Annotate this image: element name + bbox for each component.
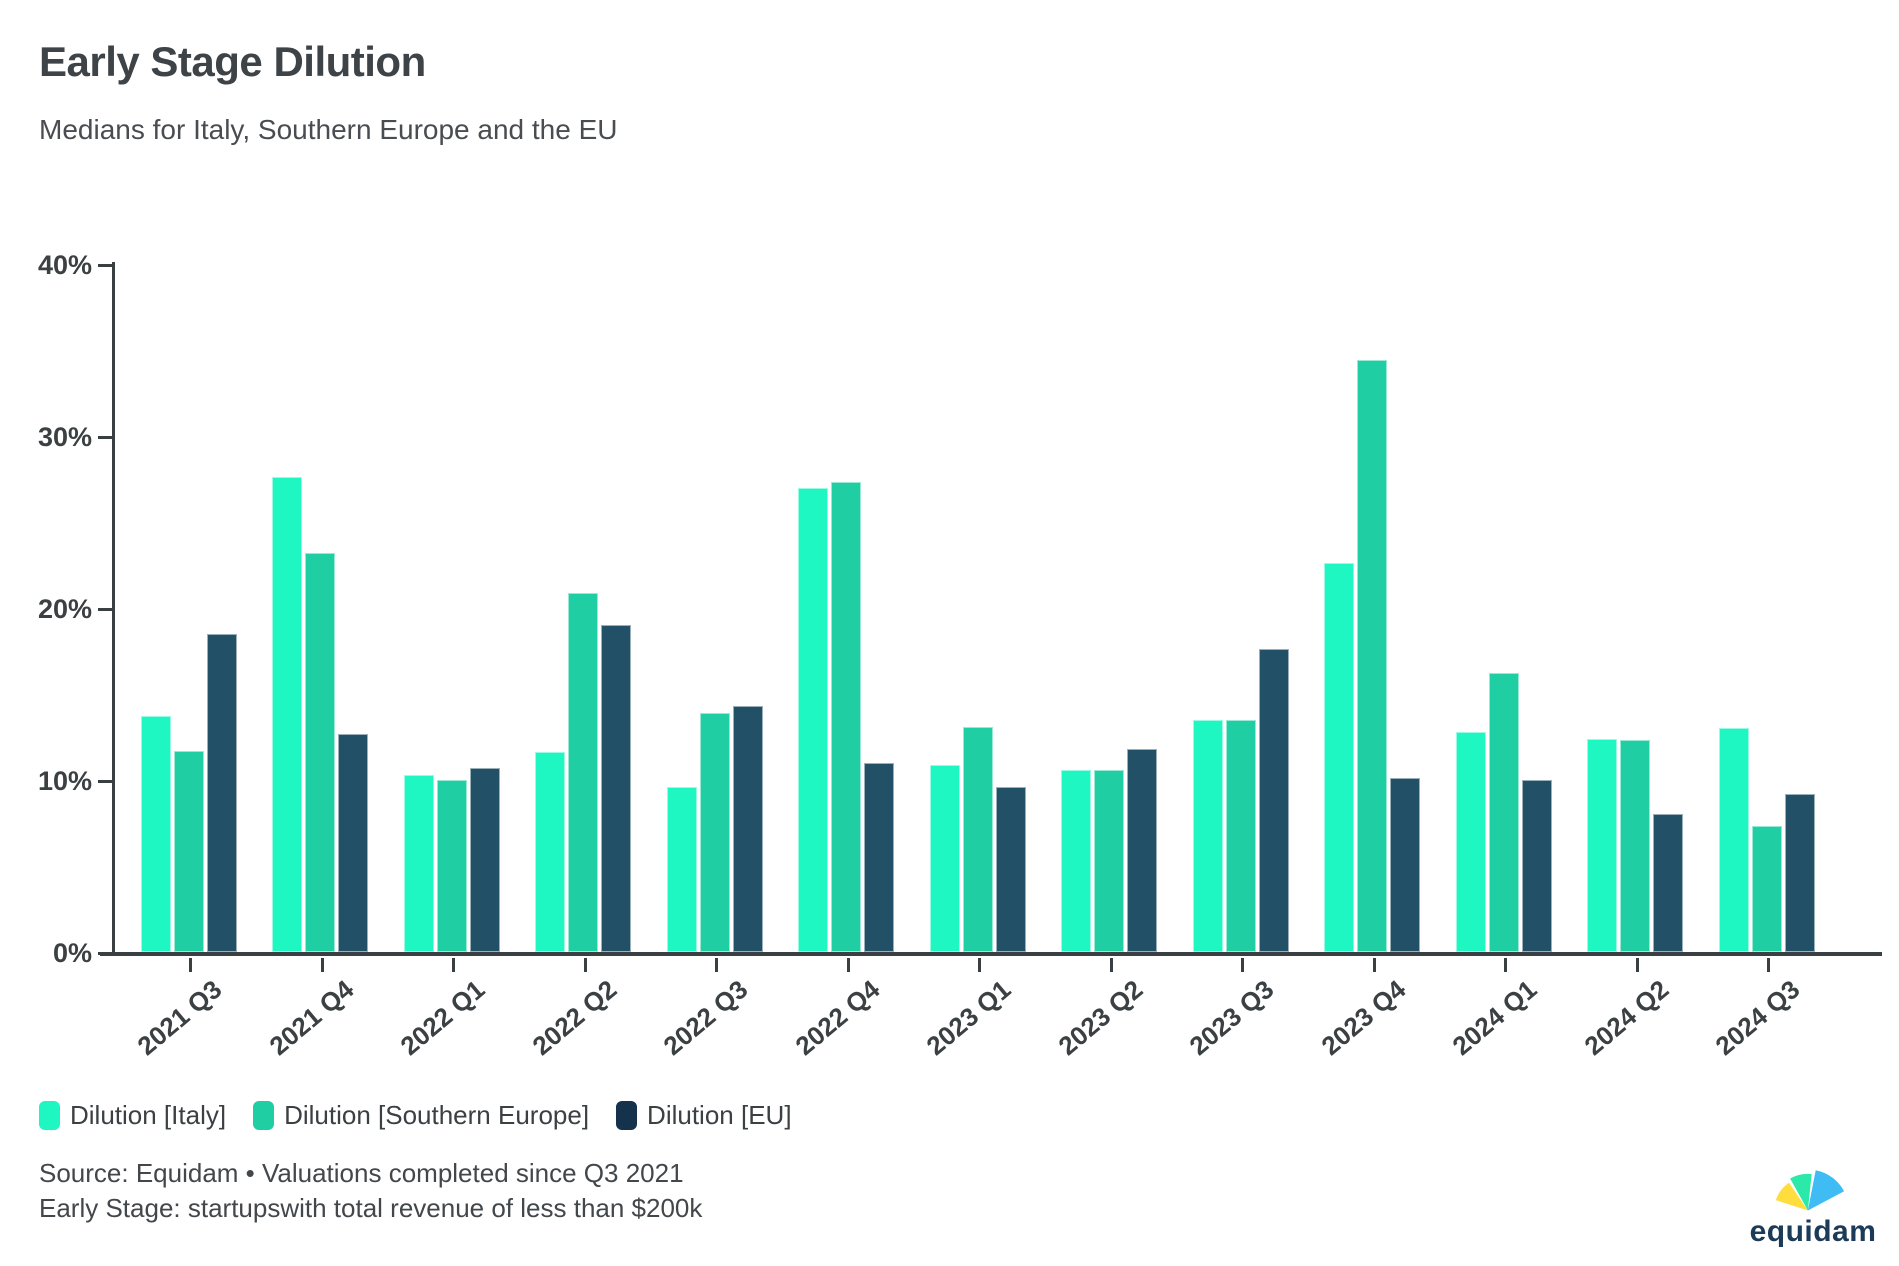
x-label-2022-q3: 2022 Q3 (657, 974, 754, 1062)
x-tick-mark (452, 958, 455, 972)
x-tick-mark (320, 958, 324, 972)
bar-italy-2023-q3 (1192, 719, 1223, 952)
x-axis-line (100, 952, 1882, 956)
bar-italy-2022-q3 (666, 786, 697, 952)
bar-southern-europe-2023-q1 (962, 726, 993, 952)
x-label-2023-q4: 2023 Q4 (1315, 974, 1411, 1062)
legend-label-eu: Dilution [EU] (647, 1100, 792, 1130)
bar-southern-europe-2022-q2 (568, 592, 598, 952)
bar-southern-europe-2021-q3 (173, 750, 204, 952)
bar-italy-2023-q4 (1324, 563, 1354, 952)
bar-southern-europe-2022-q4 (831, 482, 861, 952)
legend-label-southern-europe: Dilution [Southern Europe] (284, 1100, 590, 1130)
bar-eu-2023-q2 (1127, 749, 1157, 952)
legend-item-italy: Dilution [Italy] (39, 1100, 226, 1131)
bar-eu-2022-q3 (732, 706, 763, 952)
bar-eu-2021-q4 (338, 733, 368, 952)
bar-eu-2023-q1 (995, 786, 1026, 952)
page-subtitle: Medians for Italy, Southern Europe and t… (39, 114, 618, 145)
y-tick-mark (98, 608, 112, 611)
chart-footer: Source: Equidam • Valuations completed s… (39, 1156, 702, 1226)
x-tick-mark (1109, 958, 1113, 972)
equidam-fan-icon (1775, 1170, 1845, 1211)
bar-italy-2024-q3 (1718, 728, 1749, 952)
bar-italy-2023-q2 (1061, 769, 1091, 952)
y-tick-mark (98, 264, 112, 267)
y-tick-mark (98, 952, 112, 955)
x-tick-mark (1767, 958, 1770, 972)
x-tick-mark (583, 958, 587, 972)
bar-southern-europe-2023-q3 (1225, 719, 1256, 952)
bar-italy-2022-q1 (403, 774, 434, 952)
x-label-2022-q4: 2022 Q4 (789, 974, 885, 1062)
legend-swatch-italy (39, 1101, 60, 1130)
bar-italy-2021-q4 (272, 477, 302, 952)
x-tick-mark (1635, 958, 1639, 972)
y-tick-mark (98, 436, 112, 439)
x-label-2022-q2: 2022 Q2 (526, 974, 622, 1062)
bar-southern-europe-2024-q3 (1751, 826, 1782, 952)
page-title: Early Stage Dilution (39, 38, 426, 85)
x-tick-mark (1504, 958, 1507, 972)
y-tick-label: 20% (37, 594, 92, 624)
x-label-2023-q1: 2023 Q1 (920, 974, 1017, 1062)
bar-italy-2024-q2 (1587, 738, 1617, 952)
x-label-2024-q3: 2024 Q3 (1709, 974, 1806, 1062)
footer-note-line: Early Stage: startupswith total revenue … (39, 1193, 703, 1223)
legend-swatch-southern-europe (253, 1101, 275, 1130)
bar-eu-2022-q2 (601, 625, 631, 952)
legend-swatch-eu (616, 1101, 638, 1130)
bar-eu-2022-q4 (864, 762, 894, 952)
legend-item-eu: Dilution [EU] (616, 1100, 792, 1131)
bar-eu-2024-q2 (1653, 814, 1683, 952)
bar-italy-2024-q1 (1455, 731, 1486, 952)
bar-southern-europe-2023-q2 (1094, 769, 1124, 952)
bar-southern-europe-2023-q4 (1357, 360, 1387, 952)
bar-southern-europe-2021-q4 (305, 552, 335, 952)
bar-eu-2023-q3 (1258, 649, 1289, 952)
bar-eu-2023-q4 (1390, 778, 1420, 952)
x-label-2023-q3: 2023 Q3 (1183, 974, 1280, 1062)
bar-southern-europe-2024-q2 (1620, 740, 1650, 952)
x-tick-mark (846, 958, 850, 972)
bar-eu-2024-q1 (1521, 780, 1552, 952)
bar-italy-2022-q2 (535, 752, 565, 952)
x-tick-mark (715, 958, 718, 972)
bar-italy-2023-q1 (929, 764, 960, 952)
x-tick-mark (189, 958, 192, 972)
equidam-logo: equidam (1748, 1146, 1878, 1249)
x-label-2022-q1: 2022 Q1 (394, 974, 491, 1062)
bar-italy-2021-q3 (140, 716, 171, 952)
footer-source-line: Source: Equidam • Valuations completed s… (39, 1158, 684, 1188)
x-tick-mark (1241, 958, 1244, 972)
bar-southern-europe-2022-q1 (436, 780, 467, 952)
bar-southern-europe-2024-q1 (1488, 673, 1519, 952)
bar-eu-2024-q3 (1784, 793, 1815, 952)
y-tick-label: 40% (37, 250, 92, 280)
x-label-2024-q2: 2024 Q2 (1578, 974, 1674, 1062)
y-tick-mark (98, 780, 112, 783)
x-tick-mark (978, 958, 981, 972)
bar-eu-2021-q3 (206, 633, 237, 952)
bar-eu-2022-q1 (469, 767, 500, 952)
y-tick-label: 0% (52, 938, 92, 968)
x-label-2021-q3: 2021 Q3 (131, 974, 228, 1062)
x-tick-mark (1372, 958, 1376, 972)
legend-item-southern-europe: Dilution [Southern Europe] (253, 1100, 589, 1131)
legend-label-italy: Dilution [Italy] (70, 1100, 227, 1130)
x-label-2021-q4: 2021 Q4 (263, 974, 359, 1062)
x-label-2024-q1: 2024 Q1 (1446, 974, 1543, 1062)
bar-southern-europe-2022-q3 (699, 712, 730, 952)
equidam-logo-text: equidam (1749, 1215, 1877, 1248)
x-label-2023-q2: 2023 Q2 (1052, 974, 1148, 1062)
y-tick-label: 30% (37, 422, 92, 452)
y-axis-line (112, 262, 115, 956)
y-tick-label: 10% (37, 766, 92, 796)
bar-italy-2022-q4 (798, 487, 828, 952)
chart-legend: Dilution [Italy] Dilution [Southern Europ… (39, 1100, 792, 1131)
